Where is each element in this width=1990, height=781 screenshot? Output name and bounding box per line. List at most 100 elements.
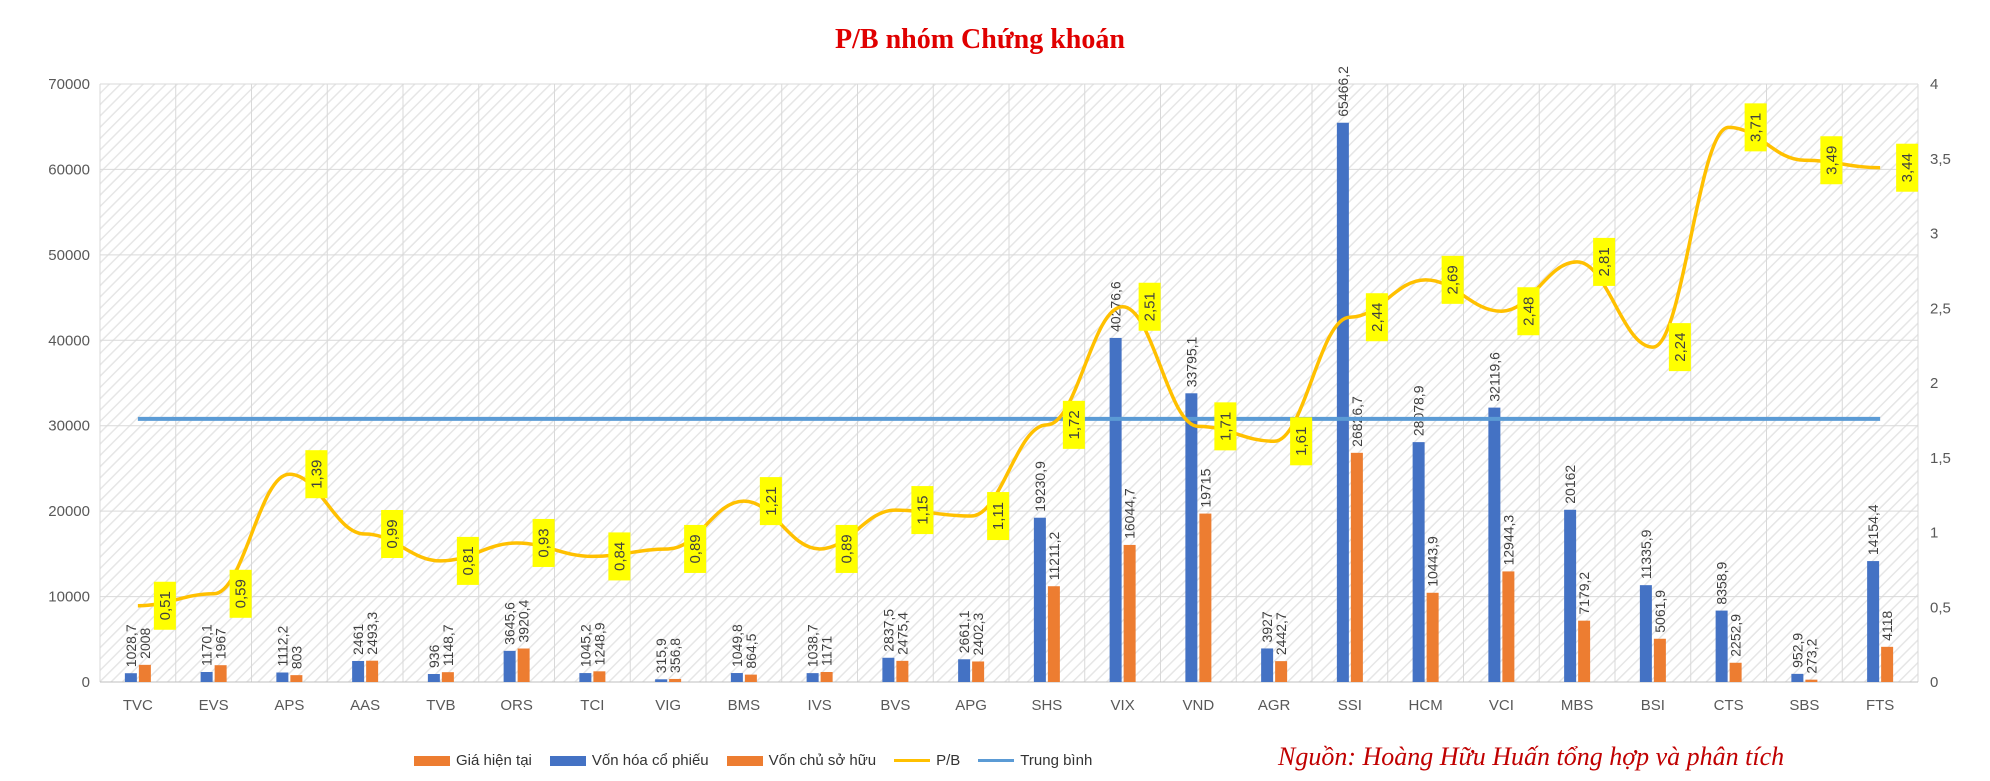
bar-von-hoa-aps: [276, 672, 289, 682]
bar-von-csh-vnd: [1199, 513, 1212, 682]
bar-label-von-csh: 1148,7: [440, 624, 456, 666]
pb-label: 2,24: [1668, 323, 1691, 372]
bar-von-csh-hcm: [1426, 592, 1439, 682]
bar-label-von-hoa: 2661,1: [956, 610, 972, 653]
bar-von-csh-bms: [744, 674, 757, 682]
bar-label-von-hoa: 2461: [350, 624, 366, 655]
legend-label: P/B: [936, 752, 961, 769]
bar-label-von-hoa: 8358,9: [1714, 562, 1730, 605]
bar-label-von-hoa: 20162: [1562, 465, 1578, 504]
x-tick-label: VIG: [655, 697, 681, 714]
bar-label-von-hoa: 33795,1: [1183, 336, 1199, 387]
bar-von-hoa-aas: [352, 660, 365, 682]
pb-label-text: 2,24: [1672, 333, 1689, 362]
bar-label-von-hoa: 1028,7: [123, 624, 139, 667]
bar-von-hoa-mbs: [1564, 509, 1577, 682]
pb-label: 1,21: [759, 477, 782, 526]
pb-label-text: 1,39: [308, 460, 325, 489]
bar-von-csh-evs: [214, 665, 227, 682]
pb-label-box: [456, 536, 479, 585]
bar-label-von-csh: 12944,3: [1500, 515, 1516, 566]
legend-item-gia: Giá hiện tại: [414, 752, 532, 769]
bar-label-von-csh: 16044,7: [1122, 488, 1138, 539]
pb-label-text: 0,99: [384, 519, 401, 548]
bar-label-von-hoa: 315,9: [653, 638, 669, 673]
bar-von-csh-tvb: [441, 672, 454, 682]
x-tick-label: FTS: [1866, 697, 1894, 714]
x-tick-label: APS: [274, 697, 304, 714]
y-left-tick-label: 20000: [48, 503, 90, 520]
pb-label: 2,81: [1593, 237, 1616, 286]
pb-label-box: [305, 450, 328, 499]
legend-swatch: [414, 755, 450, 766]
bar-von-hoa-bsi: [1639, 585, 1652, 682]
bar-label-von-hoa: 936: [426, 644, 442, 668]
bar-von-csh-sbs: [1805, 679, 1818, 682]
pb-label-text: 3,49: [1823, 146, 1840, 175]
y-left-tick-label: 70000: [48, 76, 90, 93]
bar-von-hoa-hcm: [1412, 442, 1425, 682]
y-left-tick-label: 10000: [48, 589, 90, 606]
pb-label-box: [684, 524, 707, 573]
bar-von-hoa-sbs: [1791, 673, 1804, 682]
bar-label-von-hoa: 3645,6: [502, 602, 518, 645]
pb-label-text: 1,72: [1066, 410, 1083, 439]
legend-label: Giá hiện tại: [456, 752, 532, 769]
x-tick-label: MBS: [1561, 697, 1594, 714]
pb-label-text: 0,89: [839, 534, 856, 563]
x-tick-label: AAS: [350, 697, 380, 714]
bar-von-hoa-tci: [579, 673, 592, 682]
pb-label: 0,59: [229, 569, 252, 618]
pb-label: 0,51: [153, 581, 176, 630]
pb-label: 3,71: [1744, 103, 1767, 152]
pb-label-text: 2,48: [1520, 297, 1537, 326]
bar-label-von-csh: 26826,7: [1349, 396, 1365, 447]
bar-von-hoa-ors: [503, 650, 516, 682]
legend-item-avg: Trung bình: [978, 752, 1092, 769]
bar-von-hoa-ivs: [806, 673, 819, 682]
pb-label: 2,69: [1441, 255, 1464, 304]
bar-von-hoa-tvb: [427, 674, 440, 682]
pb-label-box: [381, 509, 404, 558]
bar-von-csh-bvs: [896, 660, 909, 682]
bar-von-csh-ors: [517, 648, 530, 682]
pb-label-box: [1441, 255, 1464, 304]
y-right-tick-label: 1: [1930, 525, 1938, 542]
pb-label: 2,51: [1138, 282, 1161, 331]
pb-label: 2,44: [1365, 293, 1388, 342]
bar-label-von-csh: 1967: [213, 628, 229, 659]
pb-line: [137, 125, 1881, 608]
pb-label-text: 2,51: [1142, 292, 1159, 321]
pb-label-text: 1,61: [1293, 427, 1310, 456]
pb-label-box: [1290, 417, 1313, 466]
pb-label-box: [1517, 287, 1540, 336]
pb-label-text: 2,81: [1596, 247, 1613, 276]
bar-von-hoa-ssi: [1336, 122, 1349, 682]
y-right-tick-label: 0: [1930, 674, 1938, 691]
bar-von-csh-tvc: [138, 664, 151, 682]
pb-label-text: 1,21: [763, 487, 780, 516]
bar-label-von-hoa: 1045,2: [577, 624, 593, 667]
x-tick-label: TCI: [580, 697, 604, 714]
bar-von-hoa-bms: [730, 673, 743, 682]
pb-label-text: 0,84: [611, 542, 628, 571]
x-tick-label: SHS: [1031, 697, 1062, 714]
bar-label-von-csh: 2252,9: [1728, 614, 1744, 657]
bar-von-csh-fts: [1881, 646, 1894, 682]
bar-label-von-csh: 864,5: [743, 633, 759, 668]
pb-label-text: 0,51: [157, 591, 174, 620]
pb-label: 1,61: [1290, 417, 1313, 466]
pb-label-text: 3,44: [1899, 153, 1916, 182]
bar-von-csh-shs: [1047, 586, 1060, 682]
pb-label-box: [1896, 143, 1919, 192]
y-right-tick-label: 1,5: [1930, 450, 1951, 467]
pb-label: 0,99: [381, 509, 404, 558]
bar-von-hoa-bvs: [882, 657, 895, 682]
bar-von-hoa-tvc: [124, 673, 137, 682]
bar-label-von-csh: 5061,9: [1652, 590, 1668, 633]
bar-von-csh-vix: [1123, 544, 1136, 682]
x-tick-label: SBS: [1789, 697, 1819, 714]
bar-von-csh-cts: [1729, 662, 1742, 682]
bar-label-von-csh: 10443,9: [1425, 536, 1441, 587]
bar-von-hoa-vig: [655, 679, 668, 682]
